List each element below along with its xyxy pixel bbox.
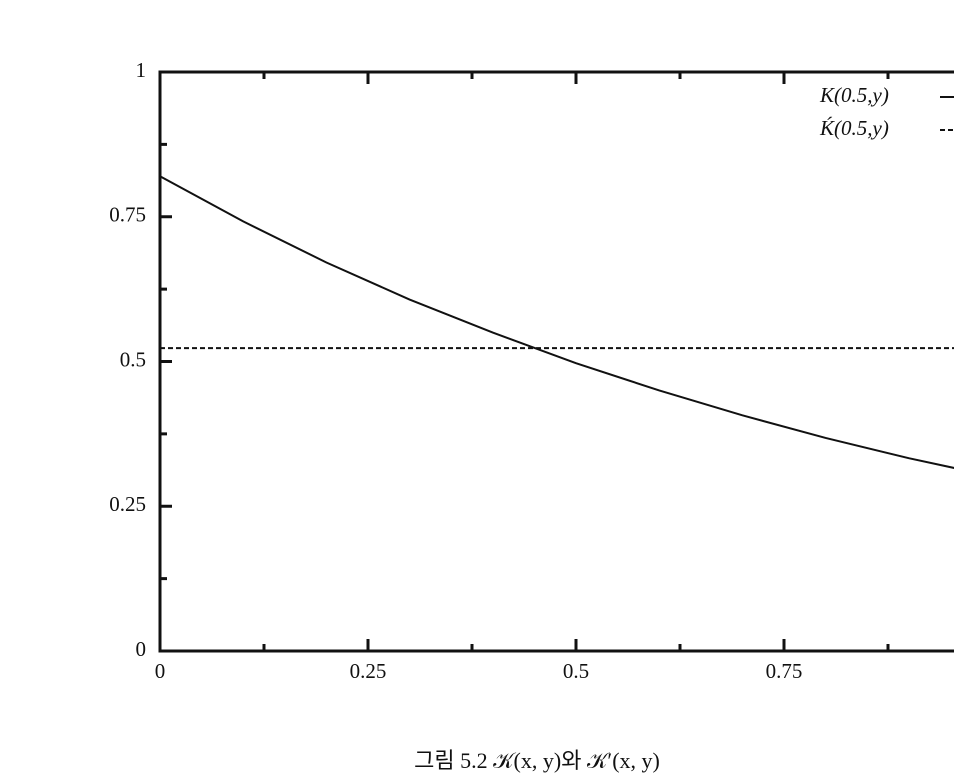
x-tick-label: 0.75 [766,659,803,683]
legend-label: Ḱ(0.5,y) [819,116,889,140]
y-tick-label: 0.75 [109,203,146,227]
legend-label: K(0.5,y) [819,83,889,107]
caption: 그림 5.2 𝒦(x, y)와 𝒦′(x, y) [414,748,660,773]
x-tick-label: 0.5 [563,659,589,683]
x-tick-label: 0.25 [350,659,387,683]
y-tick-label: 0 [136,637,147,661]
y-tick-label: 0.25 [109,492,146,516]
series-line [159,175,954,469]
plot-frame [158,70,954,653]
y-tick-label: 0.5 [120,347,146,371]
y-tick-label: 1 [136,58,147,82]
x-tick-label: 0 [155,659,166,683]
